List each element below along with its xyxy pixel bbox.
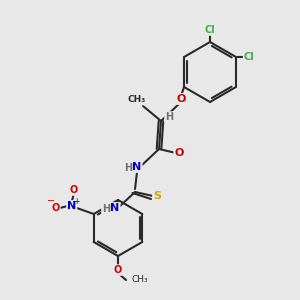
Text: CH₃: CH₃ [131,275,148,284]
Text: CH₃: CH₃ [128,95,146,104]
Text: Cl: Cl [205,25,215,35]
Text: Cl: Cl [244,52,254,62]
Text: N: N [67,201,76,211]
Text: H: H [102,204,110,214]
Text: H: H [165,112,173,122]
Text: −: − [47,196,55,206]
Text: O: O [70,185,78,195]
Text: N: N [132,162,142,172]
Text: O: O [176,94,186,104]
Text: O: O [174,148,184,158]
Text: N: N [110,203,120,213]
Text: +: + [74,196,80,206]
Text: H: H [124,163,132,173]
Text: O: O [114,265,122,275]
Text: O: O [52,203,60,213]
Text: S: S [153,191,161,201]
